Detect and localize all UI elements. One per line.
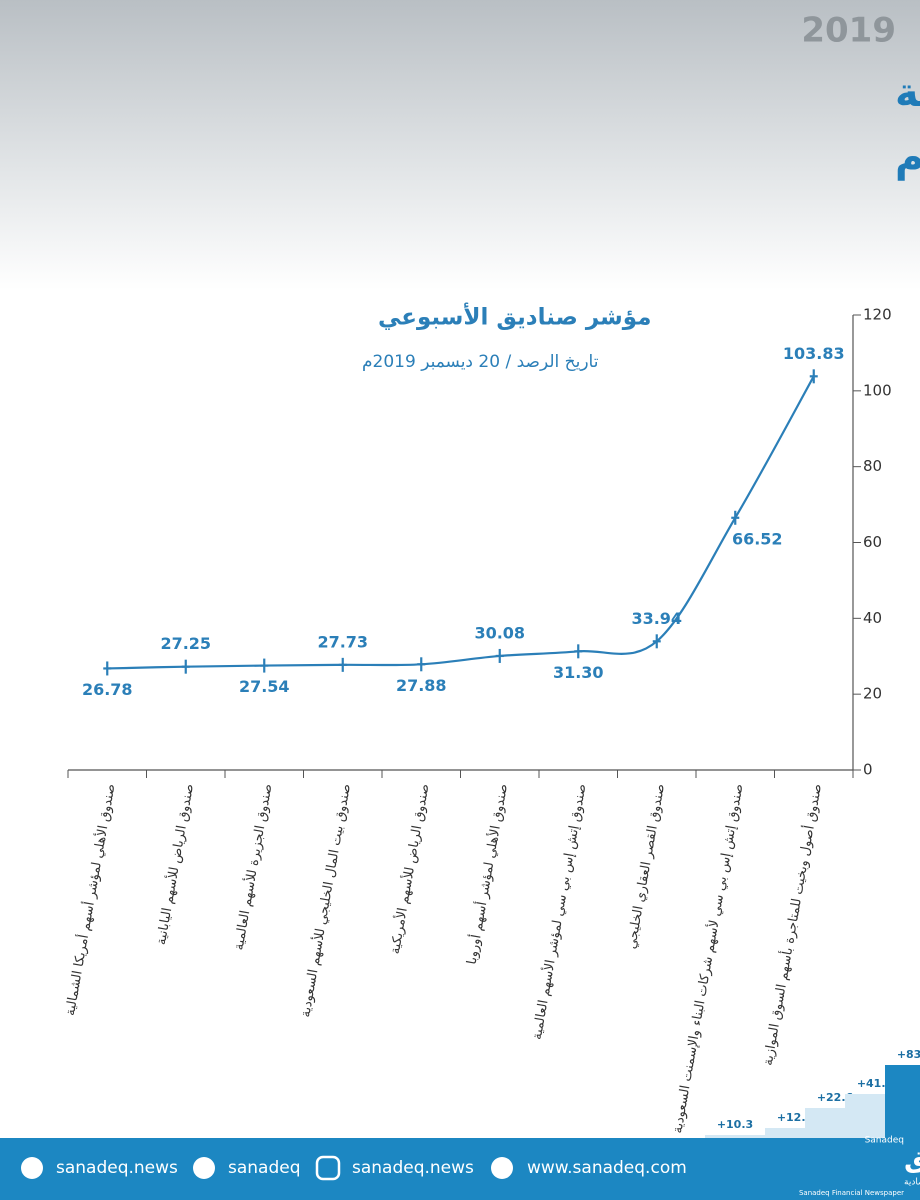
chart-subtitle: تاريخ الرصد / 20 ديسمبر 2019م <box>362 352 599 372</box>
twitter-icon <box>193 1157 215 1179</box>
tagline: صحيفة صناديق الاقتصادية <box>904 1178 920 1188</box>
steps-decoration: +10.3 +12.0+22.6+41.9 +83.0 <box>705 1048 920 1138</box>
value-label: 33.94 <box>631 609 682 628</box>
step-label: +12.0 <box>777 1111 814 1124</box>
value-label: 66.52 <box>732 529 783 548</box>
step <box>805 1108 845 1138</box>
y-tick-label: 60 <box>863 533 882 551</box>
value-label: 27.88 <box>396 676 447 695</box>
step <box>885 1065 920 1138</box>
x-tick-label: صندوق أصول وبخيت للمتاجرة بأسهم السوق ال… <box>758 782 825 1067</box>
x-tick-label: صندوق الرياض للأسهم اليابانية <box>152 782 197 946</box>
title-line: أعلى 10 صناديق الاستثمار السعودية <box>895 66 920 116</box>
step <box>765 1128 805 1138</box>
header-background <box>0 0 920 290</box>
instagram-handle[interactable]: sanadeq.news <box>352 1158 474 1178</box>
x-tick-label: صندوق إتش إس بي سي لمؤشر الأسهم العالمية <box>528 782 590 1041</box>
y-tick-label: 100 <box>863 381 892 399</box>
chart: 0 20 40 60 80 100 120 26.78 27.25 27.54 27.73 27.88… <box>61 306 892 1135</box>
year: 2019 <box>801 11 896 51</box>
logo: صناديق <box>904 1140 920 1173</box>
website[interactable]: www.sanadeq.com <box>527 1158 687 1178</box>
step-label: +41.9 <box>857 1077 893 1090</box>
value-label: 26.78 <box>82 680 133 699</box>
facebook-icon <box>21 1157 43 1179</box>
step <box>845 1094 885 1138</box>
tagline-en: Sanadeq Financial Newspaper <box>799 1189 904 1197</box>
chart-title: مؤشر صناديق الأسبوعي <box>378 302 651 331</box>
footer-bar <box>0 1138 920 1200</box>
y-tick-label: 120 <box>863 306 892 324</box>
value-label: 27.73 <box>317 632 368 651</box>
data-line <box>107 375 815 670</box>
step <box>705 1135 765 1138</box>
y-tick-label: 40 <box>863 609 882 627</box>
y-tick-label: 80 <box>863 457 882 475</box>
value-label: 27.25 <box>160 634 211 653</box>
value-label: 31.30 <box>553 663 604 682</box>
x-tick-label: صندوق الأهلي لمؤشر أسهم أوروبا <box>463 782 512 965</box>
x-tick-label: صندوق إتش إس بي سي لأسهم شركات البناء وا… <box>668 782 746 1134</box>
step-label: +22.6 <box>817 1091 854 1104</box>
value-label: 30.08 <box>474 623 525 642</box>
x-tick-label: صندوق الرياض للأسهم الأمريكية <box>386 782 433 955</box>
y-tick-label: 20 <box>863 685 882 703</box>
y-tick-label: 0 <box>863 761 873 779</box>
value-label: 103.83 <box>783 344 845 363</box>
x-tick-label: صندوق الأهلي لمؤشر أسهم أمريكا الشمالية <box>61 782 119 1017</box>
logo-en: Sanadeq <box>865 1136 904 1146</box>
facebook-handle[interactable]: sanadeq.news <box>56 1158 178 1178</box>
web-icon <box>491 1157 513 1179</box>
twitter-handle[interactable]: sanadeq <box>228 1158 301 1178</box>
x-tick-label: صندوق بيت المال الخليجي للأسهم السعودية <box>296 782 354 1018</box>
value-label: 27.54 <box>239 677 290 696</box>
x-tick-label: صندوق القصر العقاري الخليجي <box>624 783 668 950</box>
step-label: +10.3 <box>717 1118 753 1131</box>
x-tick-label: صندوق الجزيرة للأسهم العالمية <box>230 782 276 951</box>
title-line: من حيث العائد الاستثماري منذ بداية العام <box>895 135 920 181</box>
instagram-icon <box>315 1155 341 1181</box>
step-label: +83.0 <box>897 1048 920 1061</box>
